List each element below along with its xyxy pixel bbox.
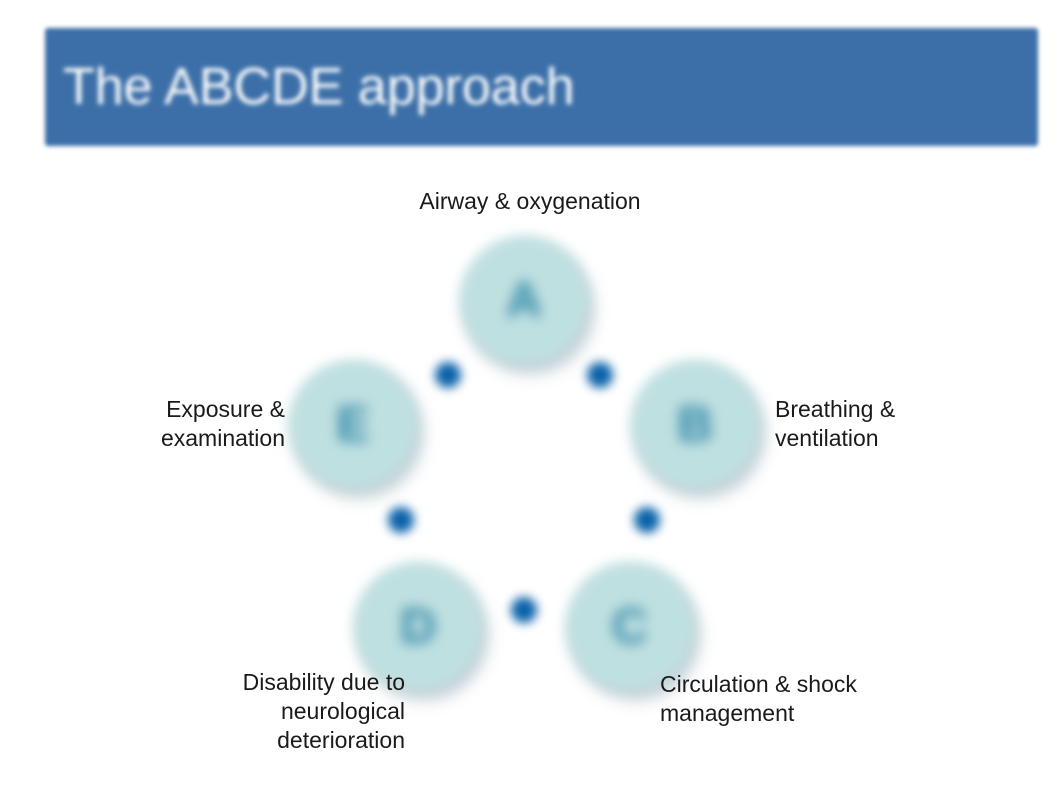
connector-dot xyxy=(388,507,414,533)
node-letter-c: C xyxy=(612,597,648,655)
node-b: B xyxy=(631,360,759,488)
node-e: E xyxy=(289,360,417,488)
node-label-c: Circulation & shock management xyxy=(660,670,900,728)
node-label-d: Disability due to neurological deteriora… xyxy=(165,668,405,754)
connector-dot xyxy=(511,597,537,623)
connector-dot xyxy=(435,362,461,388)
node-label-e: Exposure & examination xyxy=(115,395,285,453)
abcde-diagram: A Airway & oxygenation B Breathing & ventil… xyxy=(0,0,1062,797)
connector-dot xyxy=(587,362,613,388)
node-letter-b: B xyxy=(677,395,713,453)
connector-dot xyxy=(634,507,660,533)
node-letter-e: E xyxy=(336,395,369,453)
node-label-a: Airway & oxygenation xyxy=(400,187,660,216)
node-a: A xyxy=(460,236,588,364)
node-letter-a: A xyxy=(506,271,542,329)
node-letter-d: D xyxy=(400,597,436,655)
node-label-b: Breathing & ventilation xyxy=(775,395,975,453)
